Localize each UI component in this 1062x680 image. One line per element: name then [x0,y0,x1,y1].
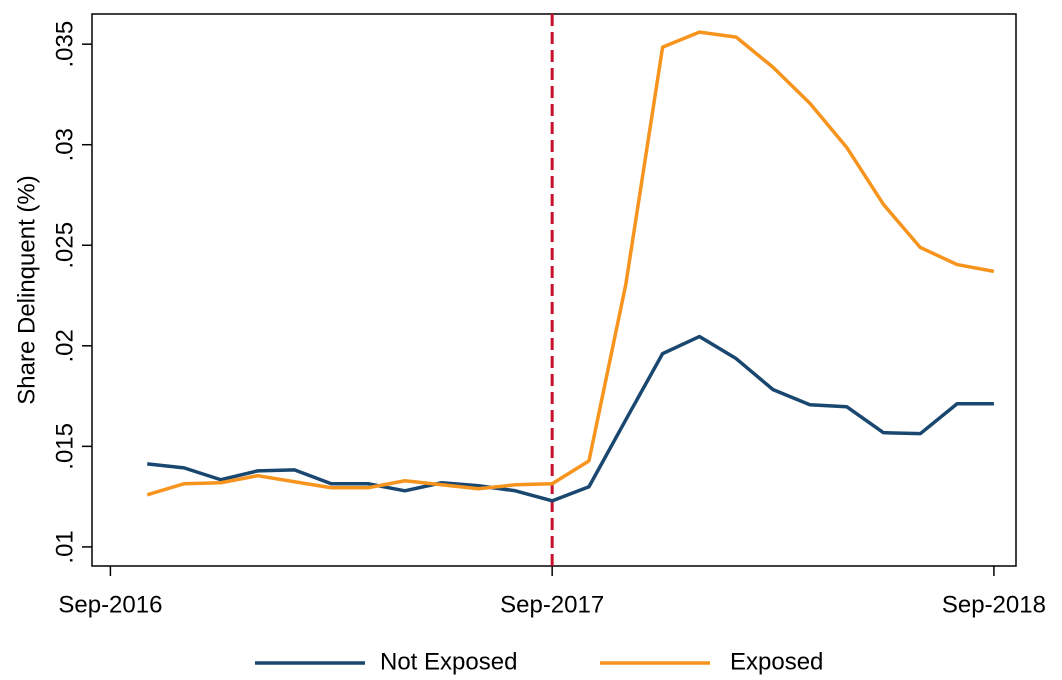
x-tick-label: Sep-2017 [500,591,604,618]
x-tick-label: Sep-2016 [58,591,162,618]
legend-label: Not Exposed [380,648,517,675]
plot-frame [91,13,1017,567]
y-tick-label: .02 [51,329,78,362]
y-tick-label: .025 [51,222,78,269]
y-tick-label: .035 [51,21,78,68]
y-tick-label: .03 [51,128,78,161]
series-line [147,334,994,503]
y-tick-label: .015 [51,423,78,470]
series-line [146,30,995,497]
y-axis-label: Share Delinquent (%) [13,175,40,404]
x-tick-label: Sep-2018 [942,591,1046,618]
y-tick-label: .01 [51,530,78,563]
legend-label: Exposed [730,648,823,675]
